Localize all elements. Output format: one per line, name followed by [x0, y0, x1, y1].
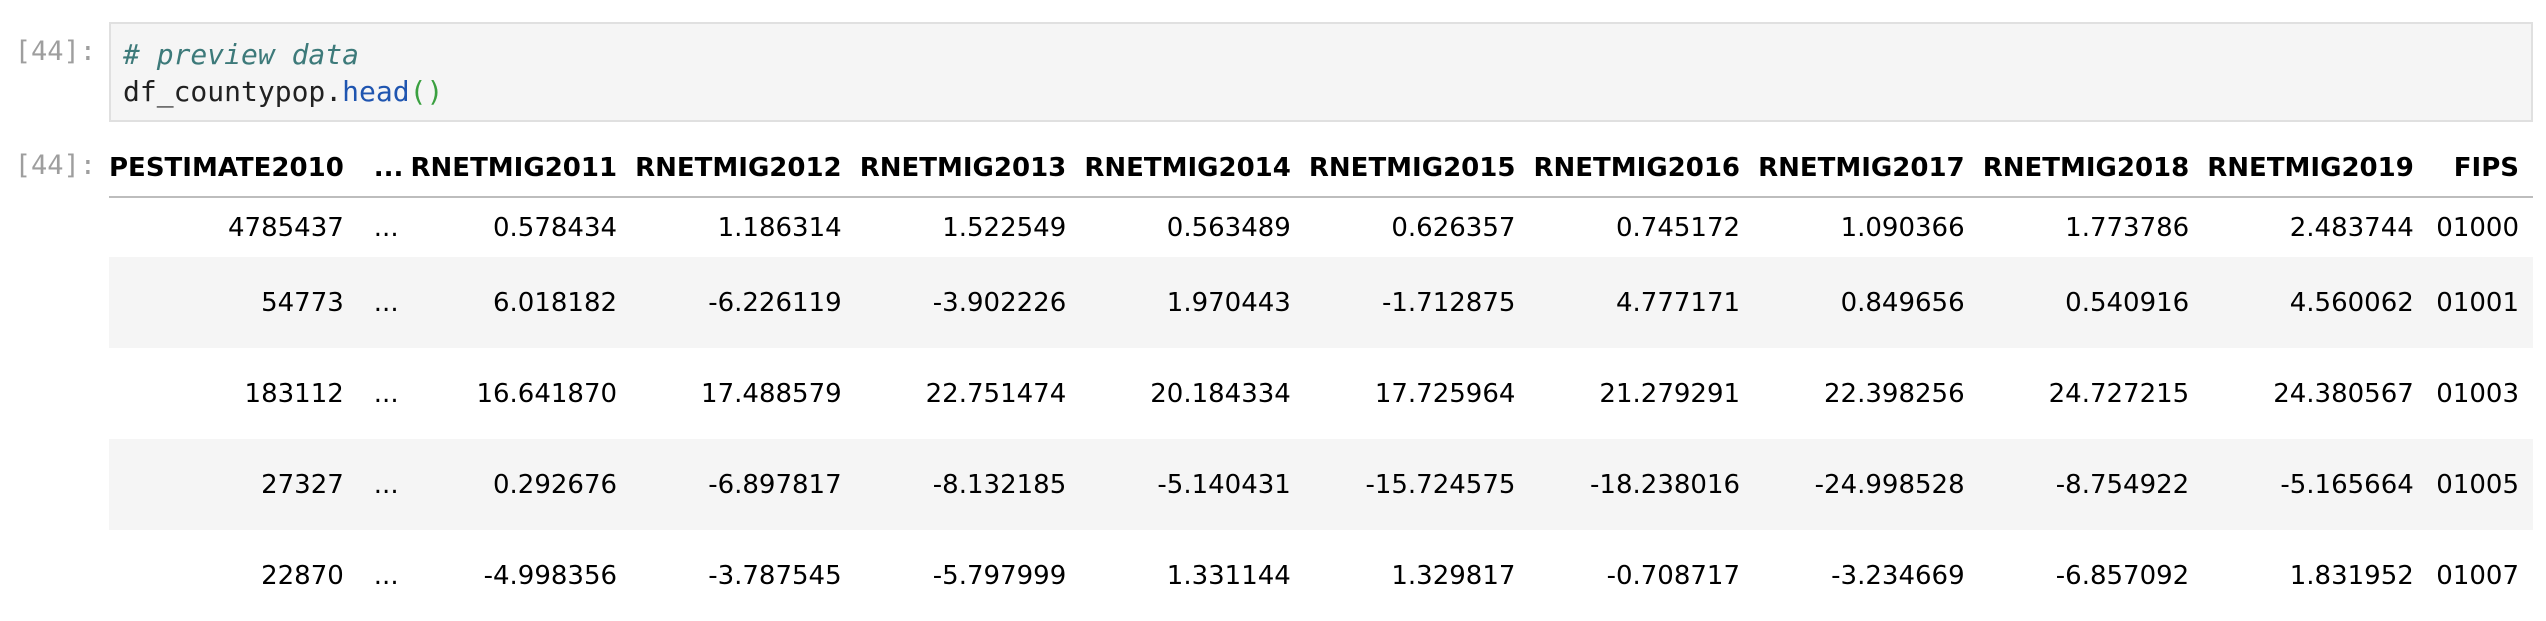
column-header: RNETMIG2016 — [1529, 140, 1755, 198]
table-cell-ellipsis: ... — [373, 378, 399, 409]
table-cell: 0.540916 — [2065, 287, 2190, 318]
table-row: 4785437 ... 0.578434 1.186314 1.522549 0… — [109, 197, 2533, 257]
output-prompt: [44]: — [14, 150, 96, 181]
column-header: RNETMIG2019 — [2203, 140, 2428, 198]
table-cell: 01001 — [2436, 287, 2519, 318]
table-cell: 6.018182 — [493, 287, 618, 318]
table-cell: 21.279291 — [1599, 378, 1741, 409]
table-cell: -5.165664 — [2280, 469, 2414, 500]
code-comment: # preview data — [123, 38, 360, 71]
dataframe-table: PESTIMATE2010 ... RNETMIG2011 RNETMIG201… — [109, 140, 2533, 621]
code-cell-editor[interactable]: # preview data df_countypop.head() — [109, 22, 2533, 122]
table-cell: 1.970443 — [1166, 287, 1291, 318]
table-cell: 24.727215 — [2048, 378, 2190, 409]
table-cell-ellipsis: ... — [373, 212, 399, 243]
table-cell: 22.398256 — [1824, 378, 1965, 409]
code-function: head — [342, 75, 410, 108]
table-cell: 54773 — [261, 287, 344, 318]
column-header: RNETMIG2012 — [631, 140, 856, 198]
table-cell: -6.226119 — [708, 287, 842, 318]
table-row: 183112 ... 16.641870 17.488579 22.751474… — [109, 348, 2533, 439]
column-header: RNETMIG2011 — [407, 140, 632, 198]
column-header: PESTIMATE2010 — [109, 140, 358, 198]
table-cell: 22870 — [261, 560, 344, 591]
input-prompt: [44]: — [14, 36, 96, 67]
table-cell: 24.380567 — [2273, 378, 2414, 409]
table-cell: -18.238016 — [1590, 469, 1741, 500]
table-cell: -24.998528 — [1814, 469, 1965, 500]
table-cell: 1.329817 — [1391, 560, 1516, 591]
table-cell: 0.563489 — [1166, 212, 1291, 243]
table-cell: -6.897817 — [708, 469, 842, 500]
table-cell: 1.773786 — [2065, 212, 2190, 243]
table-cell: 1.331144 — [1166, 560, 1291, 591]
table-cell: 1.522549 — [942, 212, 1067, 243]
table-cell: 01007 — [2436, 560, 2519, 591]
table-cell: 2.483744 — [2289, 212, 2414, 243]
column-header: RNETMIG2014 — [1080, 140, 1305, 198]
column-header: RNETMIG2013 — [855, 140, 1081, 198]
column-header: RNETMIG2017 — [1754, 140, 1979, 198]
table-cell: -5.797999 — [932, 560, 1067, 591]
table-cell: -8.754922 — [2055, 469, 2190, 500]
table-cell-ellipsis: ... — [373, 469, 399, 500]
table-cell: 17.488579 — [701, 378, 842, 409]
table-cell: -5.140431 — [1157, 469, 1291, 500]
table-cell: 22.751474 — [925, 378, 1067, 409]
table-cell: 0.578434 — [493, 212, 618, 243]
table-cell: -3.234669 — [1831, 560, 1965, 591]
table-cell: 27327 — [261, 469, 344, 500]
table-cell: 01003 — [2436, 378, 2519, 409]
column-header: FIPS — [2427, 140, 2533, 198]
table-cell: 0.626357 — [1391, 212, 1516, 243]
table-cell: 17.725964 — [1374, 378, 1516, 409]
table-cell: 01005 — [2436, 469, 2519, 500]
table-row: 27327 ... 0.292676 -6.897817 -8.132185 -… — [109, 439, 2533, 530]
column-header: RNETMIG2015 — [1304, 140, 1530, 198]
table-cell: 183112 — [244, 378, 344, 409]
table-cell: 0.849656 — [1840, 287, 1965, 318]
table-cell: -6.857092 — [2055, 560, 2190, 591]
table-cell: 4.777171 — [1615, 287, 1741, 318]
table-cell: 20.184334 — [1150, 378, 1291, 409]
table-header-row: PESTIMATE2010 ... RNETMIG2011 RNETMIG201… — [109, 140, 2533, 198]
table-cell: -3.787545 — [708, 560, 842, 591]
table-cell: 4785437 — [228, 212, 344, 243]
table-row: 54773 ... 6.018182 -6.226119 -3.902226 1… — [109, 257, 2533, 348]
column-header: RNETMIG2018 — [1978, 140, 2204, 198]
code-variable: df_countypop. — [123, 75, 343, 108]
table-cell: -8.132185 — [932, 469, 1067, 500]
table-cell: 0.292676 — [493, 469, 618, 500]
table-cell: 1.090366 — [1840, 212, 1965, 243]
table-cell: -0.708717 — [1606, 560, 1741, 591]
table-cell: 0.745172 — [1615, 212, 1741, 243]
column-header-ellipsis: ... — [357, 140, 408, 198]
table-cell: -4.998356 — [483, 560, 618, 591]
table-cell: 4.560062 — [2289, 287, 2414, 318]
table-cell-ellipsis: ... — [373, 287, 399, 318]
output-area: PESTIMATE2010 ... RNETMIG2011 RNETMIG201… — [109, 140, 2533, 621]
table-cell: -1.712875 — [1381, 287, 1516, 318]
table-cell-ellipsis: ... — [373, 560, 399, 591]
table-cell: 1.186314 — [717, 212, 842, 243]
table-cell: -3.902226 — [932, 287, 1067, 318]
table-cell: 1.831952 — [2289, 560, 2414, 591]
table-row: 22870 ... -4.998356 -3.787545 -5.797999 … — [109, 530, 2533, 621]
code-parens: () — [409, 75, 444, 108]
table-cell: -15.724575 — [1365, 469, 1516, 500]
table-cell: 01000 — [2436, 212, 2519, 243]
table-cell: 16.641870 — [476, 378, 618, 409]
